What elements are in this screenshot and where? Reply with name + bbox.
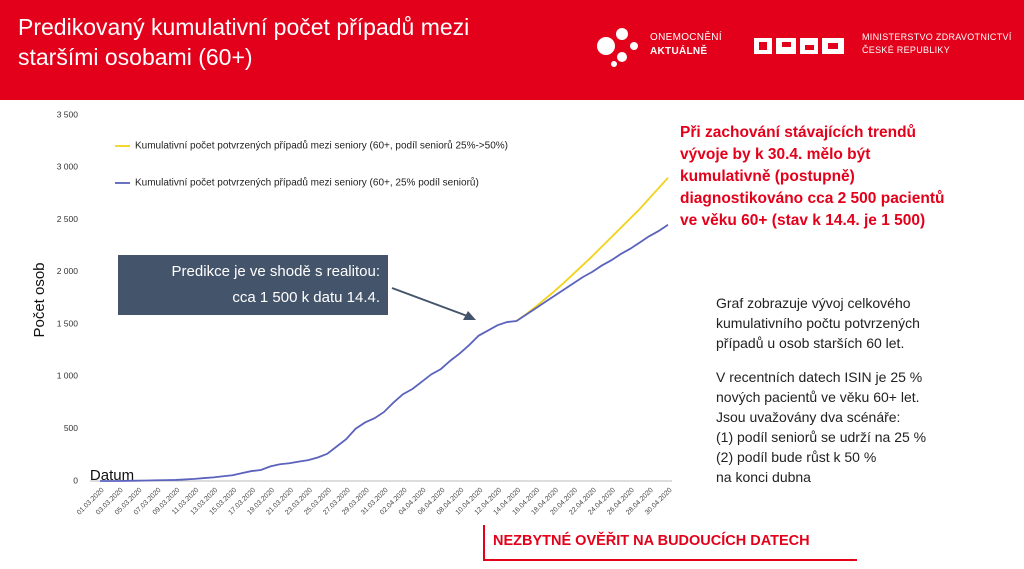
highlight-line: vývoje by k 30.4. mělo být — [680, 146, 871, 163]
logo-text: ONEMOCNĚNÍ — [650, 32, 722, 43]
title: Predikovaný kumulativní počet případů me… — [18, 14, 470, 40]
logo-mz — [754, 38, 844, 54]
logo-icon — [597, 28, 638, 67]
spacer — [716, 353, 1016, 367]
description-line: Jsou uvažovány dva scénáře: — [716, 409, 901, 425]
description-line: Graf zobrazuje vývoj celkového — [716, 295, 911, 311]
description-line: V recentních datech ISIN je 25 % — [716, 369, 923, 385]
description: Graf zobrazuje vývoj celkového kumulativn… — [716, 293, 1016, 487]
y-tick-label: 2 500 — [57, 214, 79, 224]
legend-label: Kumulativní počet potvrzených případů me… — [135, 140, 508, 152]
highlight-line: ve věku 60+ (stav k 14.4. je 1 500) — [680, 212, 926, 229]
highlight-text: Při zachování stávajících trendů vývoje b… — [680, 122, 1010, 232]
logo-text: AKTUÁLNĚ — [650, 46, 708, 57]
series-line — [516, 177, 669, 322]
series-line — [100, 224, 669, 482]
y-tick-label: 1 000 — [57, 371, 79, 381]
legend-label: Kumulativní počet potvrzených případů me… — [135, 177, 479, 189]
y-tick-label: 0 — [73, 475, 78, 485]
description-line: případů u osob starších 60 let. — [716, 335, 905, 351]
title: staršími osobami (60+) — [18, 44, 253, 70]
y-axis-label: Počet osob — [31, 262, 48, 337]
annotation-text: cca 1 500 k datu 14.4. — [232, 289, 380, 306]
annotation-arrow — [391, 287, 471, 318]
y-tick-label: 2 000 — [57, 266, 79, 276]
logo-text: MINISTERSTVO ZDRAVOTNICTVÍ — [862, 32, 1012, 42]
arrow-head — [463, 311, 476, 320]
header: Predikovaný kumulativní počet případů me… — [0, 0, 1024, 100]
y-tick-label: 500 — [64, 423, 78, 433]
logo-text: ČESKÉ REPUBLIKY — [862, 45, 951, 55]
highlight-line: kumulativně (postupně) — [680, 168, 855, 185]
description-line: (1) podíl seniorů se udrží na 25 % — [716, 429, 927, 445]
verify-box: NEZBYTNÉ OVĚŘIT NA BUDOUCÍCH DATECH — [483, 525, 857, 561]
footer-text: NEZBYTNÉ OVĚŘIT NA BUDOUCÍCH DATECH — [493, 533, 810, 549]
highlight-line: Při zachování stávajících trendů — [680, 124, 917, 141]
y-tick-label: 3 500 — [57, 109, 79, 119]
x-axis-label: Datum — [90, 467, 134, 484]
description-line: na konci dubna — [716, 469, 811, 485]
y-tick-label: 1 500 — [57, 318, 79, 328]
y-tick-label: 3 000 — [57, 162, 79, 172]
highlight-line: diagnostikováno cca 2 500 pacientů — [680, 190, 945, 207]
description-line: (2) podíl bude růst k 50 % — [716, 449, 877, 465]
annotation-box — [118, 255, 388, 315]
description-line: kumulativního počtu potvrzených — [716, 315, 920, 331]
annotation-text: Predikce je ve shodě s realitou: — [172, 263, 380, 280]
description-line: nových pacientů ve věku 60+ let. — [716, 389, 920, 405]
